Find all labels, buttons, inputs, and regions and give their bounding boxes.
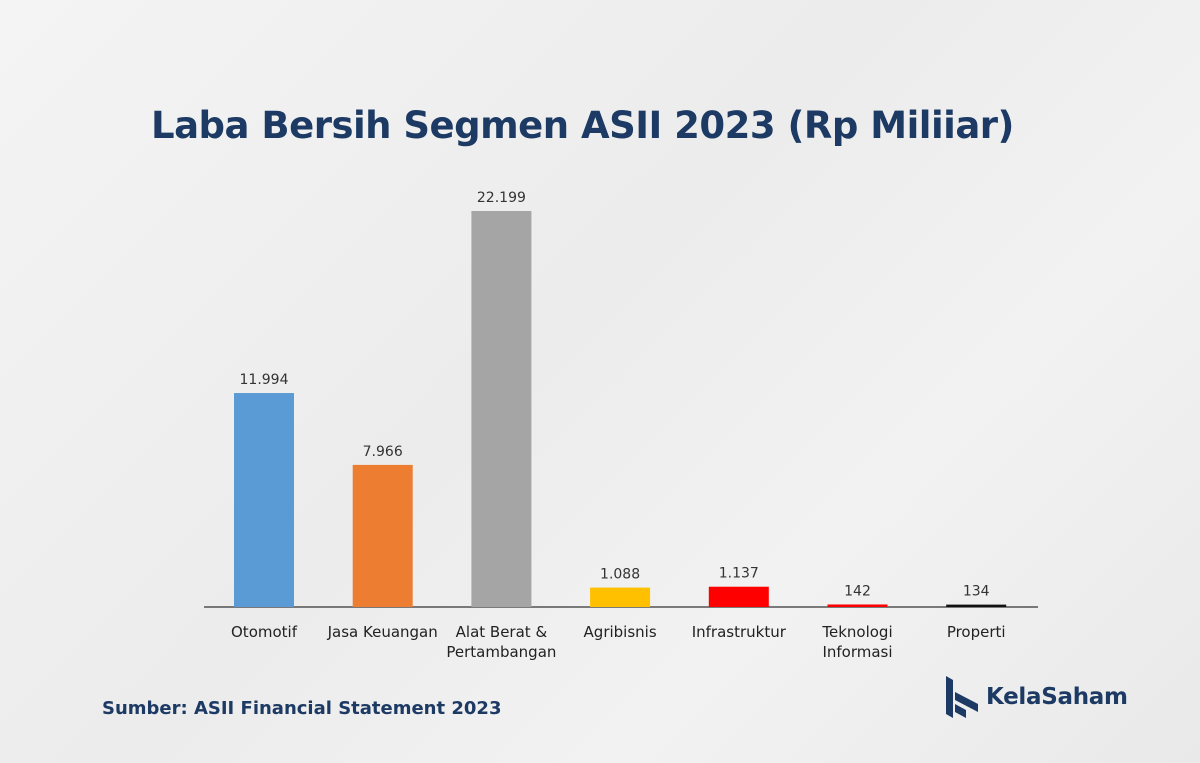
x-tick-label-2-1: Pertambangan bbox=[446, 643, 556, 661]
bar-6 bbox=[946, 604, 1007, 607]
bars-group: 11.994 Otomotif 7.966 Jasa Keuangan 22.199 Al… bbox=[231, 190, 1007, 661]
x-tick-label-2-0: Alat Berat & bbox=[456, 623, 548, 641]
data-label-6: 134 bbox=[963, 584, 990, 600]
x-tick-label-4-0: Infrastruktur bbox=[692, 623, 787, 641]
x-tick-label-5-1: Informasi bbox=[822, 643, 892, 661]
data-label-0: 11.994 bbox=[240, 372, 289, 388]
bar-5 bbox=[827, 604, 888, 607]
x-tick-label-0-0: Otomotif bbox=[231, 623, 298, 641]
bar-chart: 11.994 Otomotif 7.966 Jasa Keuangan 22.199 Al… bbox=[204, 190, 1038, 661]
x-tick-label-5-0: Teknologi bbox=[821, 623, 892, 641]
data-label-1: 7.966 bbox=[363, 444, 403, 460]
x-tick-label-6-0: Properti bbox=[947, 623, 1006, 641]
x-tick-label-1-0: Jasa Keuangan bbox=[327, 623, 438, 641]
source-note: Sumber: ASII Financial Statement 2023 bbox=[102, 698, 502, 719]
logo-text: KelaSaham bbox=[986, 684, 1128, 710]
data-label-2: 22.199 bbox=[477, 190, 526, 206]
x-tick-label-3-0: Agribisnis bbox=[584, 623, 657, 641]
data-label-5: 142 bbox=[844, 583, 871, 599]
chart-title: Laba Bersih Segmen ASII 2023 (Rp Miliiar… bbox=[151, 104, 1014, 147]
kelasaham-logo-icon bbox=[946, 676, 978, 718]
bar-4 bbox=[708, 586, 769, 607]
kelasaham-logo: KelaSaham bbox=[944, 674, 1128, 720]
data-label-4: 1.137 bbox=[719, 566, 759, 582]
bar-0 bbox=[234, 393, 294, 607]
bar-3 bbox=[590, 587, 651, 607]
bar-2 bbox=[471, 211, 532, 607]
bar-1 bbox=[352, 464, 413, 607]
data-label-3: 1.088 bbox=[600, 567, 640, 583]
